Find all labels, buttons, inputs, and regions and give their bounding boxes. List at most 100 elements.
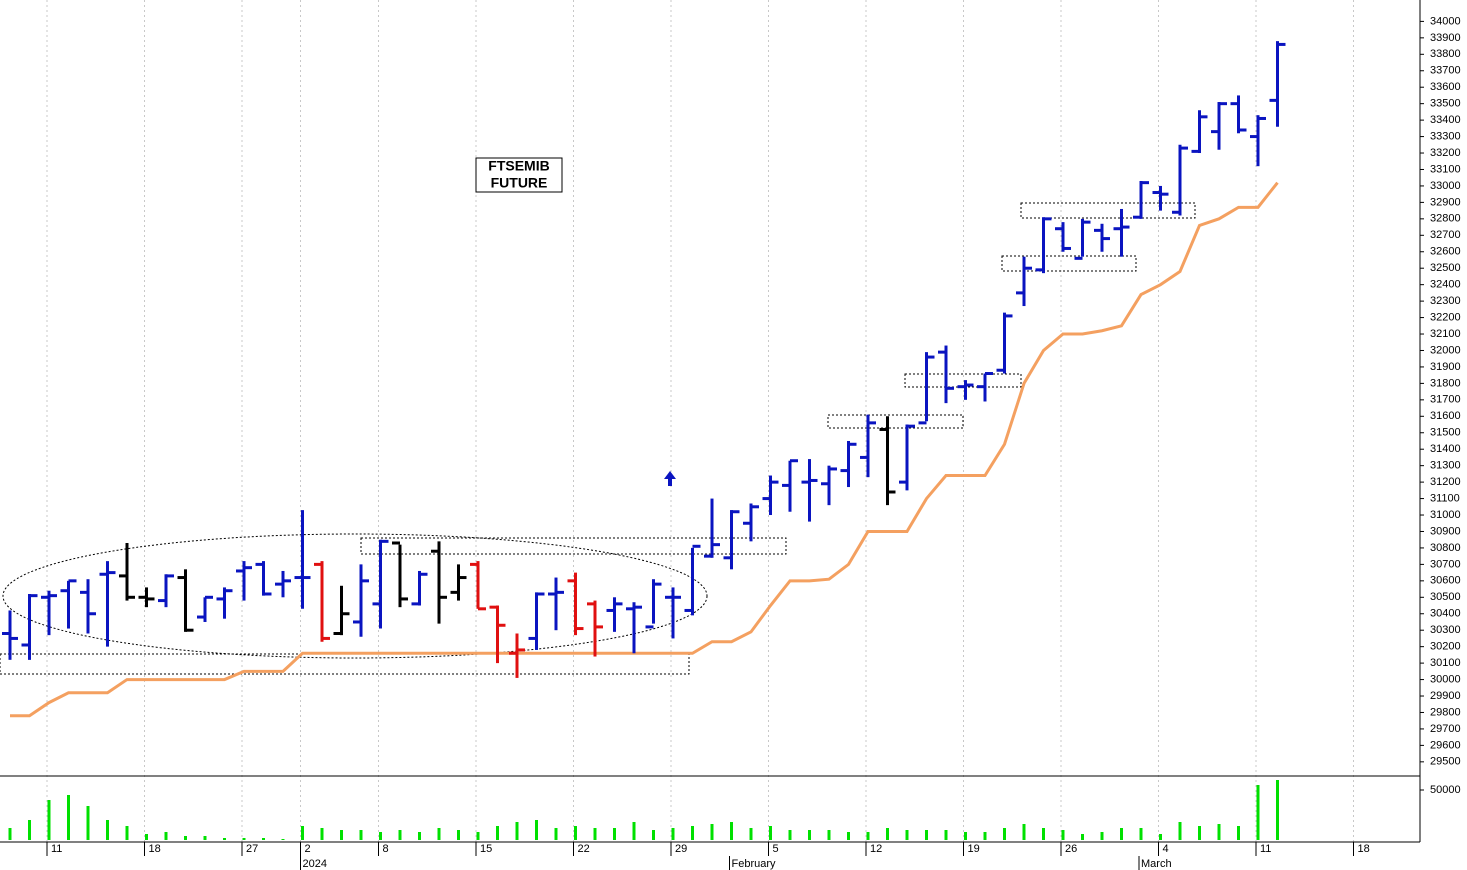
- volume-bar: [905, 830, 909, 840]
- volume-bar: [47, 800, 51, 840]
- volume-bar: [496, 826, 499, 840]
- chart-title: FTSEMIB: [488, 158, 549, 174]
- volume-bar: [1159, 834, 1162, 840]
- volume-bar: [964, 832, 967, 840]
- volume-bar: [983, 832, 987, 840]
- annotation-box: [1001, 255, 1137, 272]
- annotation-box: [827, 414, 964, 429]
- volume-bar: [886, 828, 889, 840]
- volume-bar: [593, 828, 597, 840]
- x-tick-label: 8: [383, 843, 389, 855]
- volume-bar: [1198, 826, 1201, 840]
- volume-bar: [749, 828, 753, 840]
- volume-bar: [1100, 832, 1104, 840]
- volume-bar: [613, 828, 616, 840]
- x-tick-label: 15: [480, 843, 492, 855]
- y-tick-label: 30200: [1430, 641, 1461, 653]
- volume-bar: [320, 828, 324, 840]
- volume-bar: [86, 806, 90, 840]
- trailing-line: [10, 181, 1279, 718]
- volume-bar: [262, 838, 265, 840]
- chart-title: FUTURE: [491, 175, 548, 191]
- volume-bar: [1042, 828, 1045, 840]
- y-tick-label: 30800: [1430, 542, 1461, 554]
- volume-bar: [223, 838, 226, 840]
- volume-bar: [359, 830, 363, 840]
- x-tick-label: 19: [968, 843, 980, 855]
- y-tick-label: 31600: [1430, 410, 1461, 422]
- y-tick-label: 30000: [1430, 673, 1461, 685]
- volume-bar: [164, 832, 168, 840]
- volume-bar: [28, 820, 31, 840]
- volume-bar: [1003, 828, 1006, 840]
- y-tick-label: 32900: [1430, 196, 1461, 208]
- x-tick-label: 5: [773, 843, 779, 855]
- volume-bar: [788, 830, 792, 840]
- grid-layer: [46, 0, 1354, 842]
- annotation-box: [1020, 202, 1196, 219]
- volume-bar: [242, 838, 246, 840]
- y-tick-label: 29900: [1430, 690, 1461, 702]
- signal-arrow: [664, 471, 676, 486]
- volume-bar: [1120, 828, 1123, 840]
- x-group-label: 2024: [303, 858, 327, 870]
- volume-bar: [340, 830, 343, 840]
- volume-bar: [106, 820, 109, 840]
- y-tick-label: 31300: [1430, 460, 1461, 472]
- y-tick-label: 50000: [1430, 784, 1461, 796]
- y-tick-label: 29600: [1430, 739, 1461, 751]
- volume-bar: [418, 832, 421, 840]
- y-tick-label: 29800: [1430, 706, 1461, 718]
- x-tick-label: 26: [1065, 843, 1077, 855]
- y-tick-label: 33700: [1430, 65, 1461, 77]
- y-tick-label: 34000: [1430, 15, 1461, 27]
- y-tick-label: 31400: [1430, 443, 1461, 455]
- y-tick-label: 33100: [1430, 163, 1461, 175]
- y-tick-label: 30400: [1430, 608, 1461, 620]
- x-tick-label: 18: [1358, 843, 1370, 855]
- y-tick-label: 33000: [1430, 180, 1461, 192]
- volume-bar: [398, 830, 402, 840]
- y-tick-label: 31100: [1430, 492, 1460, 504]
- annotation-box: [360, 537, 787, 555]
- x-tick-label: 18: [149, 843, 161, 855]
- volume-bar: [691, 826, 694, 840]
- y-tick-label: 32100: [1430, 328, 1461, 340]
- volume-bar: [184, 836, 187, 840]
- y-tick-label: 30700: [1430, 558, 1461, 570]
- y-tick-label: 31200: [1430, 476, 1461, 488]
- y-tick-label: 32300: [1430, 295, 1461, 307]
- x-tick-label: 4: [1163, 843, 1169, 855]
- y-tick-label: 29700: [1430, 723, 1461, 735]
- volume-bar: [67, 795, 70, 840]
- title-box: [475, 157, 563, 193]
- volume-bar: [671, 828, 675, 840]
- y-tick-label: 33200: [1430, 147, 1461, 159]
- y-tick-label: 30100: [1430, 657, 1461, 669]
- x-tick-label: 11: [1260, 843, 1271, 855]
- volume-bar: [1061, 830, 1065, 840]
- y-tick-label: 33400: [1430, 114, 1461, 126]
- x-tick-label: 12: [870, 843, 882, 855]
- volume-bar: [730, 822, 733, 840]
- volume-bar: [203, 836, 207, 840]
- volume-bar: [769, 826, 772, 840]
- x-group-label: March: [1141, 858, 1172, 870]
- y-tick-label: 32800: [1430, 213, 1461, 225]
- annotation-box: [904, 373, 1022, 388]
- y-tick-label: 32600: [1430, 246, 1461, 258]
- volume-bar: [925, 830, 928, 840]
- volume-bar: [515, 822, 519, 840]
- y-tick-label: 32500: [1430, 262, 1461, 274]
- y-tick-label: 31500: [1430, 427, 1461, 439]
- y-tick-label: 31800: [1430, 377, 1461, 389]
- volume-bar: [281, 839, 285, 840]
- y-tick-label: 32700: [1430, 229, 1461, 241]
- volume-bar: [554, 828, 558, 840]
- volume-bar: [379, 832, 382, 840]
- volume-bar: [476, 832, 480, 840]
- volume-bar: [1237, 826, 1240, 840]
- volume-bar: [710, 824, 714, 840]
- y-tick-label: 30300: [1430, 624, 1461, 636]
